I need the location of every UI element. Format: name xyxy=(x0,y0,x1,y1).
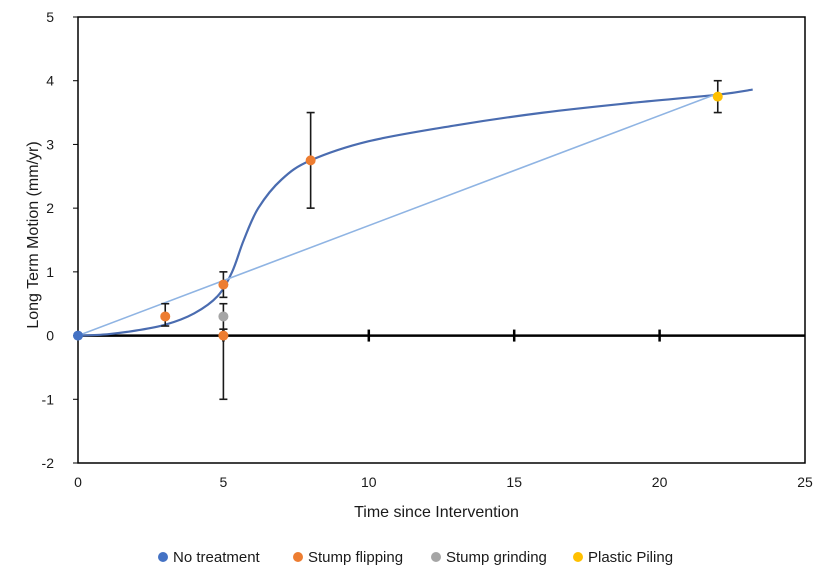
data-point xyxy=(73,330,83,341)
data-point xyxy=(305,155,316,166)
plot-frame xyxy=(77,16,806,464)
x-tick-label: 15 xyxy=(506,474,522,490)
fit-curves xyxy=(77,88,753,337)
y-tick-label: 4 xyxy=(46,73,54,89)
axes xyxy=(73,16,806,464)
legend-marker xyxy=(431,552,441,562)
legend-label: Stump flipping xyxy=(308,549,403,566)
y-tick-label: 3 xyxy=(46,136,54,152)
legend-label: Stump grinding xyxy=(446,549,547,566)
x-tick-label: 20 xyxy=(652,474,668,490)
x-axis-title: Time since Intervention xyxy=(354,504,519,521)
legend-marker xyxy=(573,552,583,562)
legend-marker xyxy=(293,552,303,562)
x-tick-label: 0 xyxy=(74,474,82,490)
data-point xyxy=(218,330,229,341)
data-points xyxy=(73,91,723,341)
data-point xyxy=(218,311,229,322)
x-tick-label: 25 xyxy=(797,474,813,490)
y-tick-label: 5 xyxy=(46,9,54,25)
fit-curve-linear xyxy=(77,92,719,337)
data-point xyxy=(160,311,171,322)
x-tick-label: 10 xyxy=(361,474,377,490)
legend: No treatment Stump flipping Stump grinding… xyxy=(158,549,673,566)
y-tick-label: 2 xyxy=(46,200,54,216)
y-tick-label: -1 xyxy=(42,391,55,407)
legend-marker xyxy=(158,552,168,562)
y-tick-label: 1 xyxy=(46,264,54,280)
x-tick-label: 5 xyxy=(220,474,228,490)
fit-curve-sigmoid xyxy=(77,88,753,337)
y-axis-title: Long Term Motion (mm/yr) xyxy=(25,141,42,328)
legend-label: Plastic Piling xyxy=(588,549,673,566)
data-point xyxy=(218,279,229,290)
tick-labels: 0 5 10 15 20 25 -2 -1 0 1 2 3 4 5 xyxy=(42,9,813,490)
data-point xyxy=(712,91,723,102)
y-tick-label: -2 xyxy=(42,455,55,471)
y-tick-label: 0 xyxy=(46,328,54,344)
legend-label: No treatment xyxy=(173,549,261,566)
